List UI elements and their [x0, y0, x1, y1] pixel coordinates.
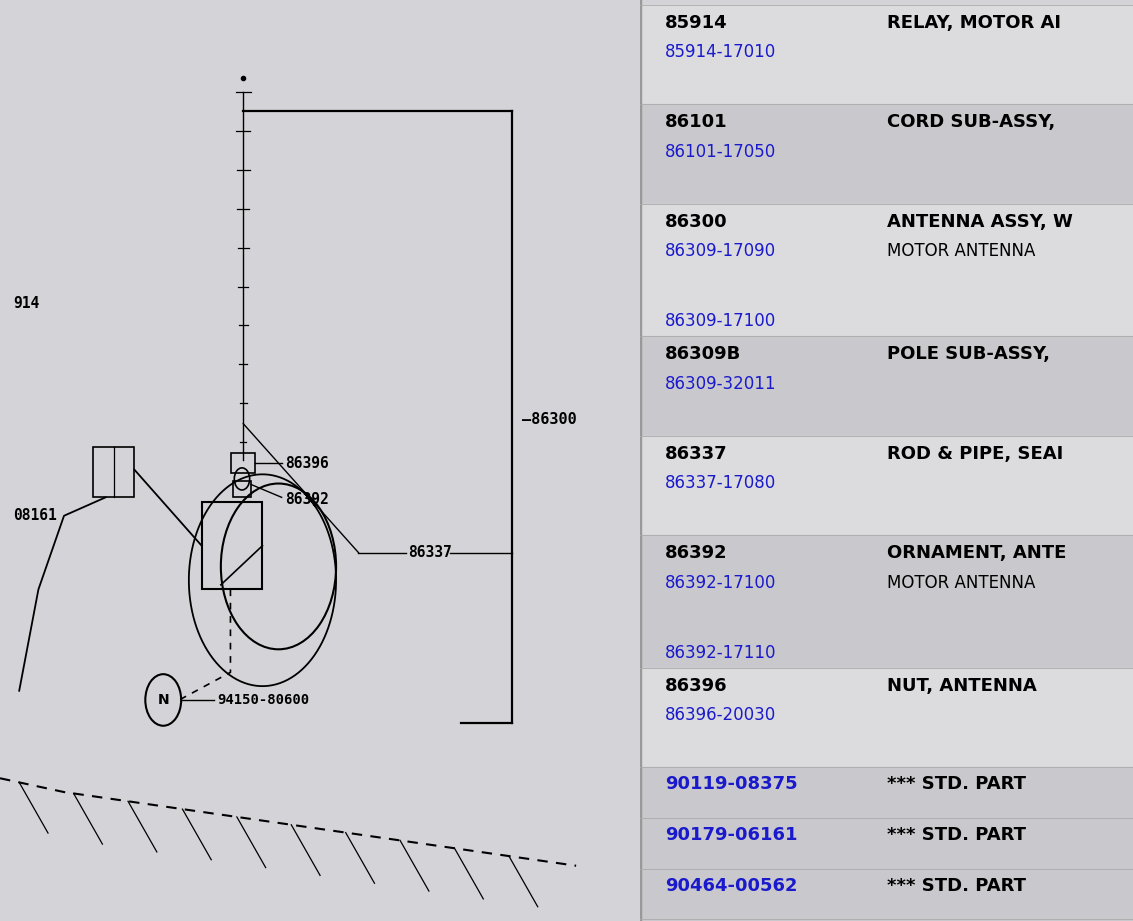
Text: CORD SUB-ASSY,: CORD SUB-ASSY, [886, 113, 1055, 132]
Text: 86309-17100: 86309-17100 [665, 312, 776, 331]
Bar [640, 535, 1133, 668]
Text: ORNAMENT, ANTE: ORNAMENT, ANTE [886, 544, 1066, 563]
Text: 85914-17010: 85914-17010 [665, 43, 776, 62]
Text: 86309B: 86309B [665, 345, 741, 364]
Text: 86309-32011: 86309-32011 [665, 375, 776, 393]
Text: MOTOR ANTENNA: MOTOR ANTENNA [886, 242, 1034, 261]
Text: 86392: 86392 [284, 492, 329, 507]
Bar [640, 5, 1133, 104]
Bar [202, 502, 263, 589]
Bar [640, 767, 1133, 818]
Text: RELAY, MOTOR AI: RELAY, MOTOR AI [886, 14, 1060, 32]
Bar [640, 818, 1133, 869]
Text: N: N [157, 693, 169, 707]
Text: NUT, ANTENNA: NUT, ANTENNA [886, 677, 1037, 695]
Text: *** STD. PART: *** STD. PART [886, 877, 1025, 895]
Text: ANTENNA ASSY, W: ANTENNA ASSY, W [886, 213, 1073, 231]
Text: 86337: 86337 [408, 545, 452, 560]
Text: 86396: 86396 [665, 677, 727, 695]
Text: —86300: —86300 [521, 412, 577, 426]
Text: 86101-17050: 86101-17050 [665, 143, 776, 161]
Text: 86392: 86392 [665, 544, 727, 563]
Text: MOTOR ANTENNA: MOTOR ANTENNA [886, 574, 1034, 592]
Text: 94150-80600: 94150-80600 [218, 693, 309, 707]
Bar [93, 447, 135, 497]
Text: 86392-17110: 86392-17110 [665, 644, 776, 662]
Bar [640, 919, 1133, 921]
Text: 86300: 86300 [665, 213, 727, 231]
Bar [640, 104, 1133, 204]
Bar [640, 204, 1133, 336]
Text: 90119-08375: 90119-08375 [665, 775, 798, 794]
Bar [233, 481, 250, 497]
Text: 914: 914 [12, 297, 39, 311]
Text: ROD & PIPE, SEAI: ROD & PIPE, SEAI [886, 445, 1063, 463]
Text: 90464-00562: 90464-00562 [665, 877, 798, 895]
Text: 86396-20030: 86396-20030 [665, 706, 776, 725]
Bar [640, 668, 1133, 767]
Text: 08161: 08161 [12, 508, 57, 523]
Text: 86337-17080: 86337-17080 [665, 474, 776, 493]
Text: 86101: 86101 [665, 113, 727, 132]
Text: 90179-06161: 90179-06161 [665, 826, 798, 845]
Text: 86392-17100: 86392-17100 [665, 574, 776, 592]
Bar [640, 336, 1133, 436]
Text: 86309-17090: 86309-17090 [665, 242, 776, 261]
Text: *** STD. PART: *** STD. PART [886, 826, 1025, 845]
Text: *** STD. PART: *** STD. PART [886, 775, 1025, 794]
Bar [640, 436, 1133, 535]
Text: 86396: 86396 [284, 456, 329, 471]
Text: POLE SUB-ASSY,: POLE SUB-ASSY, [886, 345, 1049, 364]
Text: 86337: 86337 [665, 445, 727, 463]
Text: 85914: 85914 [665, 14, 727, 32]
Bar [640, 869, 1133, 919]
